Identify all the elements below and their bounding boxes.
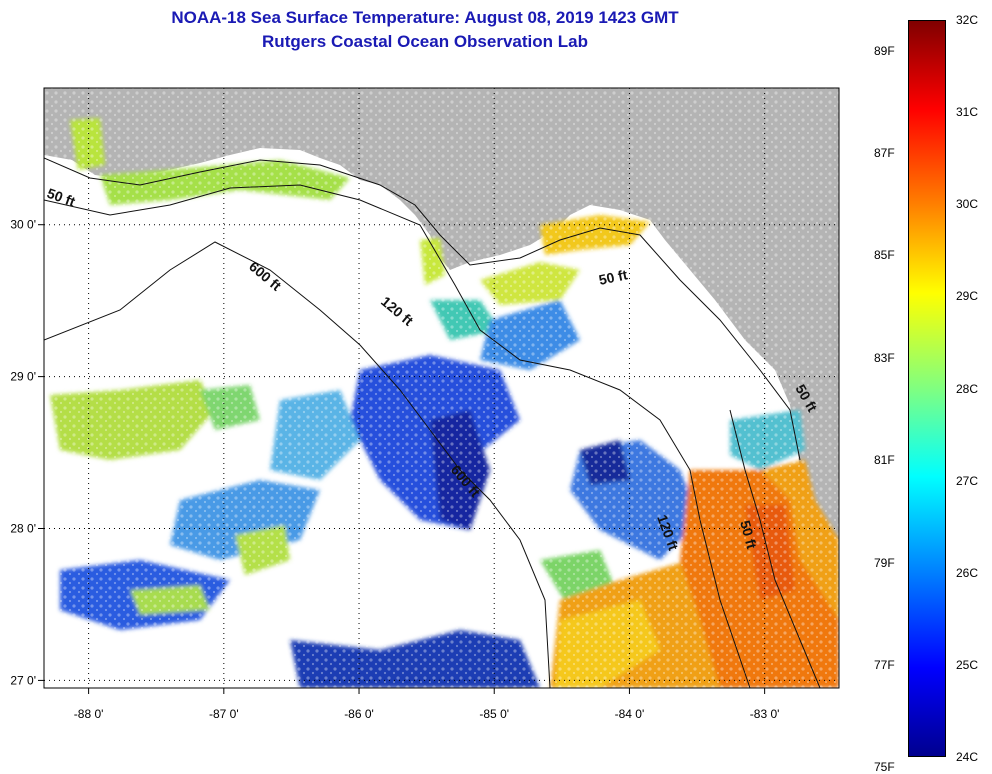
colorbar-c-label: 25C [956,657,979,672]
contour-line-50ft-north [44,157,801,461]
latitude-ticks: 30 0' 29 0' 28 0' 27 0' [10,218,44,687]
colorbar-c-label: 32C [956,13,979,27]
lat-tick-label: 29 0' [10,370,36,384]
lat-tick-label: 27 0' [10,673,36,687]
colorbar-f-label: 83F [874,350,895,365]
colorbar-c-label: 28C [956,381,979,396]
temperature-colorbar [908,20,946,757]
lon-tick-label: -87 0' [209,707,239,721]
contour-line-50ft-east [729,409,821,688]
colorbar-f-label: 79F [874,555,895,570]
longitude-ticks: -88 0' -87 0' -86 0' -85 0' -84 0' -83 0' [74,688,780,721]
colorbar-f-label: 81F [874,453,895,468]
lon-tick-label: -84 0' [615,707,645,721]
contour-label: 50 ft [597,266,629,288]
lat-tick-label: 28 0' [10,522,36,536]
colorbar-f-label: 87F [874,146,895,161]
graticule [44,88,839,688]
colorbar-c-label: 27C [956,473,979,488]
colorbar-c-label: 31C [956,105,979,120]
colorbar-c-label: 24C [956,750,979,764]
lat-tick-label: 30 0' [10,218,36,232]
colorbar-f-label: 89F [874,43,895,58]
colorbar-f-label: 85F [874,248,895,263]
map-title: NOAA-18 Sea Surface Temperature: August … [171,8,679,27]
lon-tick-label: -88 0' [74,707,104,721]
colorbar-c-label: 26C [956,565,979,580]
lon-tick-label: -86 0' [344,707,374,721]
lon-tick-label: -83 0' [750,707,780,721]
map-subtitle: Rutgers Coastal Ocean Observation Lab [262,32,588,51]
colorbar-c-label: 29C [956,289,979,304]
colorbar-c-label: 30C [956,197,979,212]
contour-line-600ft [44,241,551,688]
contour-label: 50 ft [737,519,760,551]
bathymetry-contours [44,157,821,688]
colorbar-f-label: 77F [874,657,895,672]
lon-tick-label: -85 0' [479,707,509,721]
contour-line-120ft [44,184,751,688]
colorbar-f-label: 75F [874,760,895,774]
map-frame [43,87,840,689]
